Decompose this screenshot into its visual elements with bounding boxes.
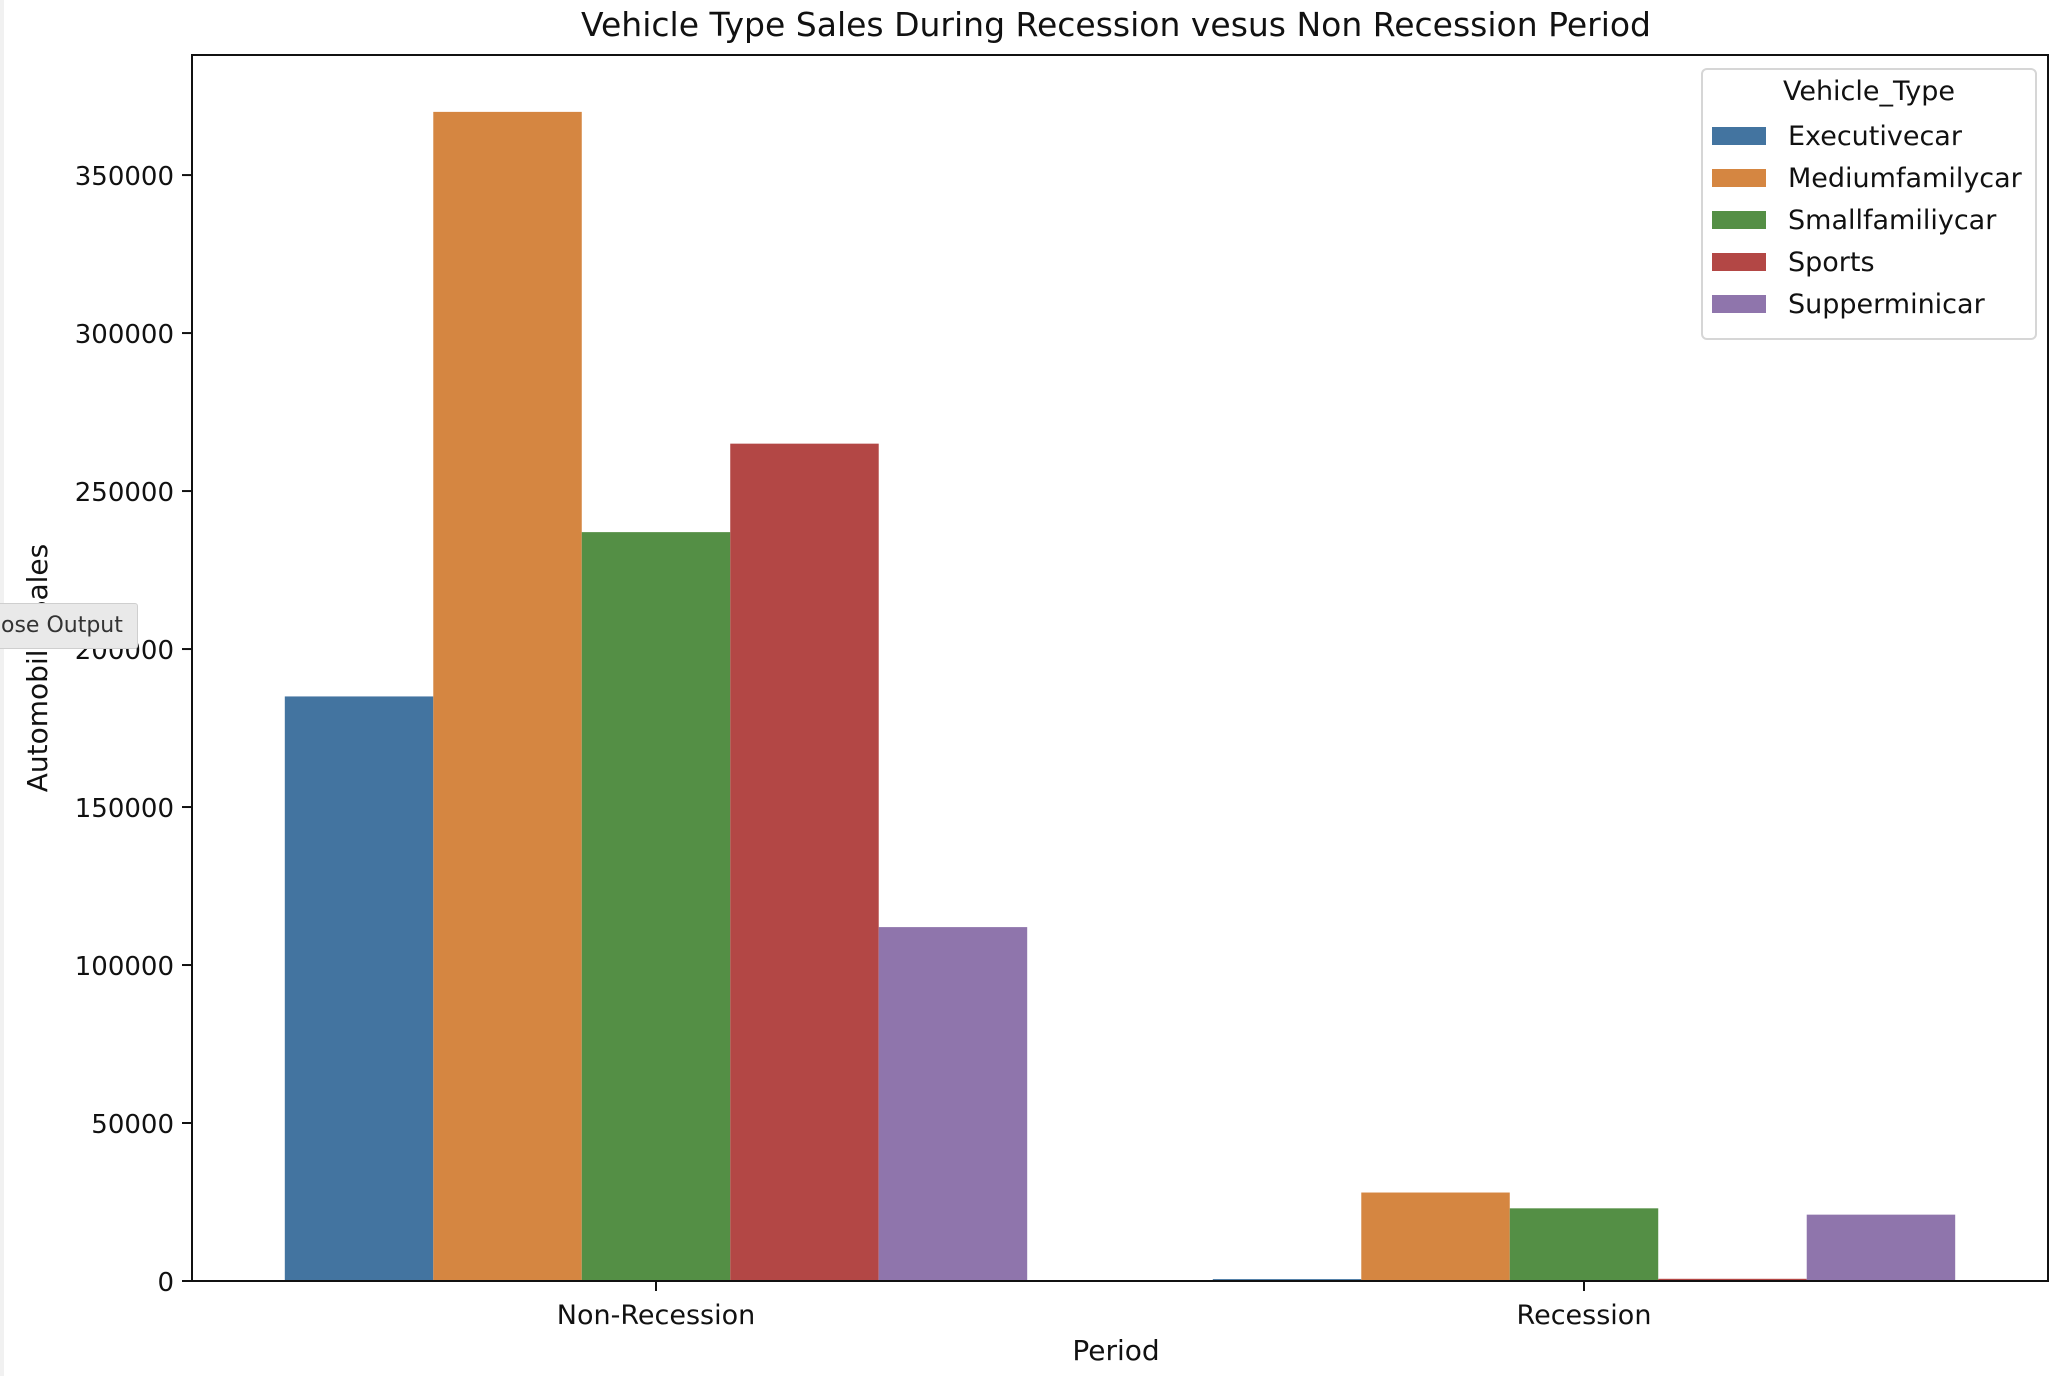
y-tick-label: 100000 xyxy=(75,952,174,982)
legend-title: Vehicle_Type xyxy=(1783,76,1955,107)
bar-recession-sports xyxy=(1658,1278,1807,1281)
bar-recession-smallfamiliycar xyxy=(1509,1208,1659,1281)
chart-title: Vehicle Type Sales During Recession vesu… xyxy=(581,5,1651,44)
bar-non-recession-smallfamiliycar xyxy=(581,532,731,1281)
legend-swatch-sports xyxy=(1712,253,1766,271)
y-tick-label: 50000 xyxy=(91,1110,174,1140)
legend-label-executivecar: Executivecar xyxy=(1788,121,1963,152)
x-axis-label: Period xyxy=(1072,1334,1159,1367)
x-tick-label: Non-Recession xyxy=(557,1300,755,1331)
y-tick-label: 150000 xyxy=(75,794,174,824)
x-axis: Non-Recession Recession xyxy=(557,1281,1652,1331)
legend-label-smallfamiliycar: Smallfamiliycar xyxy=(1788,205,1997,236)
legend-label-supperminicar: Supperminicar xyxy=(1788,289,1986,320)
tooltip-close-output: ose Output xyxy=(0,603,138,649)
legend-box xyxy=(1701,68,2037,340)
bar-recession-mediumfamilycar xyxy=(1361,1192,1510,1281)
bars-group xyxy=(284,111,1956,1281)
y-tick-label: 250000 xyxy=(75,478,174,508)
legend-label-mediumfamilycar: Mediumfamilycar xyxy=(1788,163,2023,194)
y-axis-label: Automobile_Sales xyxy=(21,544,54,793)
x-tick-label: Recession xyxy=(1517,1300,1652,1331)
y-tick-label: 300000 xyxy=(75,320,174,350)
legend-label-sports: Sports xyxy=(1788,247,1875,278)
y-tick-label: 350000 xyxy=(75,162,174,192)
bar-non-recession-sports xyxy=(730,443,879,1281)
bar-non-recession-executivecar xyxy=(284,696,434,1281)
legend-swatch-smallfamiliycar xyxy=(1712,211,1766,229)
legend: Vehicle_Type Executivecar Mediumfamilycar S… xyxy=(1701,68,2037,340)
bar-recession-supperminicar xyxy=(1806,1214,1956,1281)
bar-non-recession-mediumfamilycar xyxy=(433,111,582,1281)
legend-swatch-executivecar xyxy=(1712,127,1766,145)
legend-swatch-supperminicar xyxy=(1712,295,1766,313)
legend-swatch-mediumfamilycar xyxy=(1712,169,1766,187)
y-axis: 0500001000001500002000002500003000003500… xyxy=(75,162,192,1298)
plot-frame xyxy=(191,54,2049,1282)
y-tick-label: 0 xyxy=(157,1268,174,1298)
notebook-left-edge xyxy=(0,0,4,1376)
bar-non-recession-supperminicar xyxy=(878,927,1028,1281)
